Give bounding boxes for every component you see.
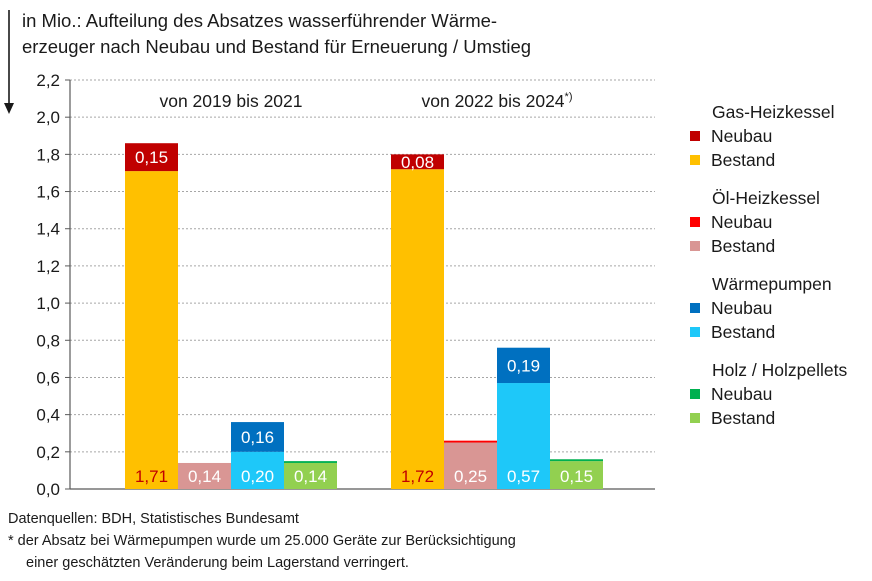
data-label-bestand: 0,15	[560, 467, 593, 486]
legend-title-oel: Öl-Heizkessel	[712, 188, 820, 208]
y-tick-label: 1,0	[36, 294, 60, 313]
chart-title-line-2: erzeuger nach Neubau und Bestand für Ern…	[22, 36, 532, 57]
y-tick-label: 0,4	[36, 406, 60, 425]
data-label-bestand: 0,14	[294, 467, 327, 486]
legend-swatch-holz-neubau	[690, 389, 700, 399]
data-label-bestand: 1,72	[401, 467, 434, 486]
y-tick-label: 0,6	[36, 368, 60, 387]
legend-title-holz: Holz / Holzpellets	[712, 360, 848, 380]
legend-item-gas-neubau: Neubau	[690, 124, 870, 148]
data-label-neubau: 0,08	[401, 153, 434, 172]
group-label: von 2022 bis 2024*)	[422, 91, 573, 111]
bar-bestand	[444, 442, 497, 489]
legend-group-holz: Holz / Holzpellets Neubau Bestand	[690, 358, 870, 430]
bar-neubau	[231, 422, 284, 452]
legend-swatch-gas-neubau	[690, 131, 700, 141]
legend-label-gas-bestand: Bestand	[711, 150, 776, 170]
y-tick-label: 1,8	[36, 145, 60, 164]
legend-swatch-oel-neubau	[690, 217, 700, 227]
legend-item-wp-neubau: Neubau	[690, 296, 870, 320]
bar-neubau	[550, 459, 603, 462]
bar-bestand	[231, 451, 284, 489]
data-label-neubau: 0,16	[241, 428, 274, 447]
bar-neubau	[444, 440, 497, 443]
y-tick-label: 2,0	[36, 108, 60, 127]
chart-title: in Mio.: Aufteilung des Absatzes wasserf…	[22, 8, 582, 60]
bar-neubau	[125, 143, 178, 172]
footer-sources: Datenquellen: BDH, Statistisches Bundesa…	[8, 511, 299, 527]
legend-item-gas-bestand: Bestand	[690, 148, 870, 172]
axis-arrow-head	[4, 103, 14, 114]
footer-note-line-2: einer geschätzten Veränderung beim Lager…	[26, 555, 409, 571]
bar-bestand	[284, 462, 337, 489]
data-label-bestand: 0,14	[188, 467, 221, 486]
legend-item-wp-bestand: Bestand	[690, 320, 870, 344]
legend-label-gas-neubau: Neubau	[711, 126, 773, 146]
legend-label-holz-neubau: Neubau	[711, 384, 773, 404]
footer-notes: Datenquellen: BDH, Statistisches Bundesa…	[8, 508, 516, 574]
legend-swatch-oel-bestand	[690, 241, 700, 251]
bar-bestand	[178, 462, 231, 489]
bar-bestand	[391, 169, 444, 489]
data-label-bestand: 0,25	[454, 467, 487, 486]
legend-group-gas: Gas-Heizkessel Neubau Bestand	[690, 100, 870, 172]
legend-group-wp: Wärmepumpen Neubau Bestand	[690, 272, 870, 344]
y-tick-label: 1,2	[36, 257, 60, 276]
legend-label-wp-neubau: Neubau	[711, 298, 773, 318]
group-label: von 2019 bis 2021	[159, 91, 302, 111]
legend-label-holz-bestand: Bestand	[711, 408, 776, 428]
bar-neubau	[284, 461, 337, 463]
legend-swatch-holz-bestand	[690, 413, 700, 423]
group-label-superscript: *)	[565, 91, 573, 103]
data-label-neubau: 0,15	[135, 148, 168, 167]
data-label-bestand: 0,57	[507, 467, 540, 486]
legend-item-oel-neubau: Neubau	[690, 210, 870, 234]
legend-label-wp-bestand: Bestand	[711, 322, 776, 342]
footer-note-line-1: * der Absatz bei Wärmepumpen wurde um 25…	[8, 533, 516, 549]
legend-label-oel-neubau: Neubau	[711, 212, 773, 232]
bar-neubau	[497, 347, 550, 384]
data-label-bestand: 0,20	[241, 467, 274, 486]
legend-group-oel: Öl-Heizkessel Neubau Bestand	[690, 186, 870, 258]
y-tick-label: 1,6	[36, 183, 60, 202]
legend-title-gas: Gas-Heizkessel	[712, 102, 835, 122]
bar-neubau	[391, 154, 444, 170]
legend-title-wp: Wärmepumpen	[712, 274, 832, 294]
bar-bestand	[550, 461, 603, 489]
bar-bestand	[125, 171, 178, 489]
legend-item-oel-bestand: Bestand	[690, 234, 870, 258]
label-layer: 1,71 0,15 0,14 0,20 0,16 0,14 von 2019 bis 202…	[135, 91, 593, 486]
legend-item-holz-neubau: Neubau	[690, 382, 870, 406]
y-tick-label: 2,2	[36, 71, 60, 90]
legend-item-holz-bestand: Bestand	[690, 406, 870, 430]
axis-layer: 0,0 0,2 0,4 0,6 0,8 1,0 1,2 1,4 1,6 1,8 2,0 2,2	[4, 10, 655, 499]
y-tick-label: 0,8	[36, 331, 60, 350]
y-tick-label: 0,2	[36, 443, 60, 462]
y-tick-label: 1,4	[36, 220, 60, 239]
legend-label-oel-bestand: Bestand	[711, 236, 776, 256]
legend-swatch-wp-bestand	[690, 327, 700, 337]
legend: Gas-Heizkessel Neubau Bestand Öl-Heizkes…	[690, 100, 870, 444]
chart-title-line-1: in Mio.: Aufteilung des Absatzes wasserf…	[22, 10, 498, 31]
bar-layer	[125, 143, 603, 489]
data-label-neubau: 0,19	[507, 356, 540, 375]
legend-swatch-wp-neubau	[690, 303, 700, 313]
y-tick-label: 0,0	[36, 480, 60, 499]
data-label-bestand: 1,71	[135, 467, 168, 486]
legend-swatch-gas-bestand	[690, 155, 700, 165]
bar-bestand	[497, 383, 550, 489]
